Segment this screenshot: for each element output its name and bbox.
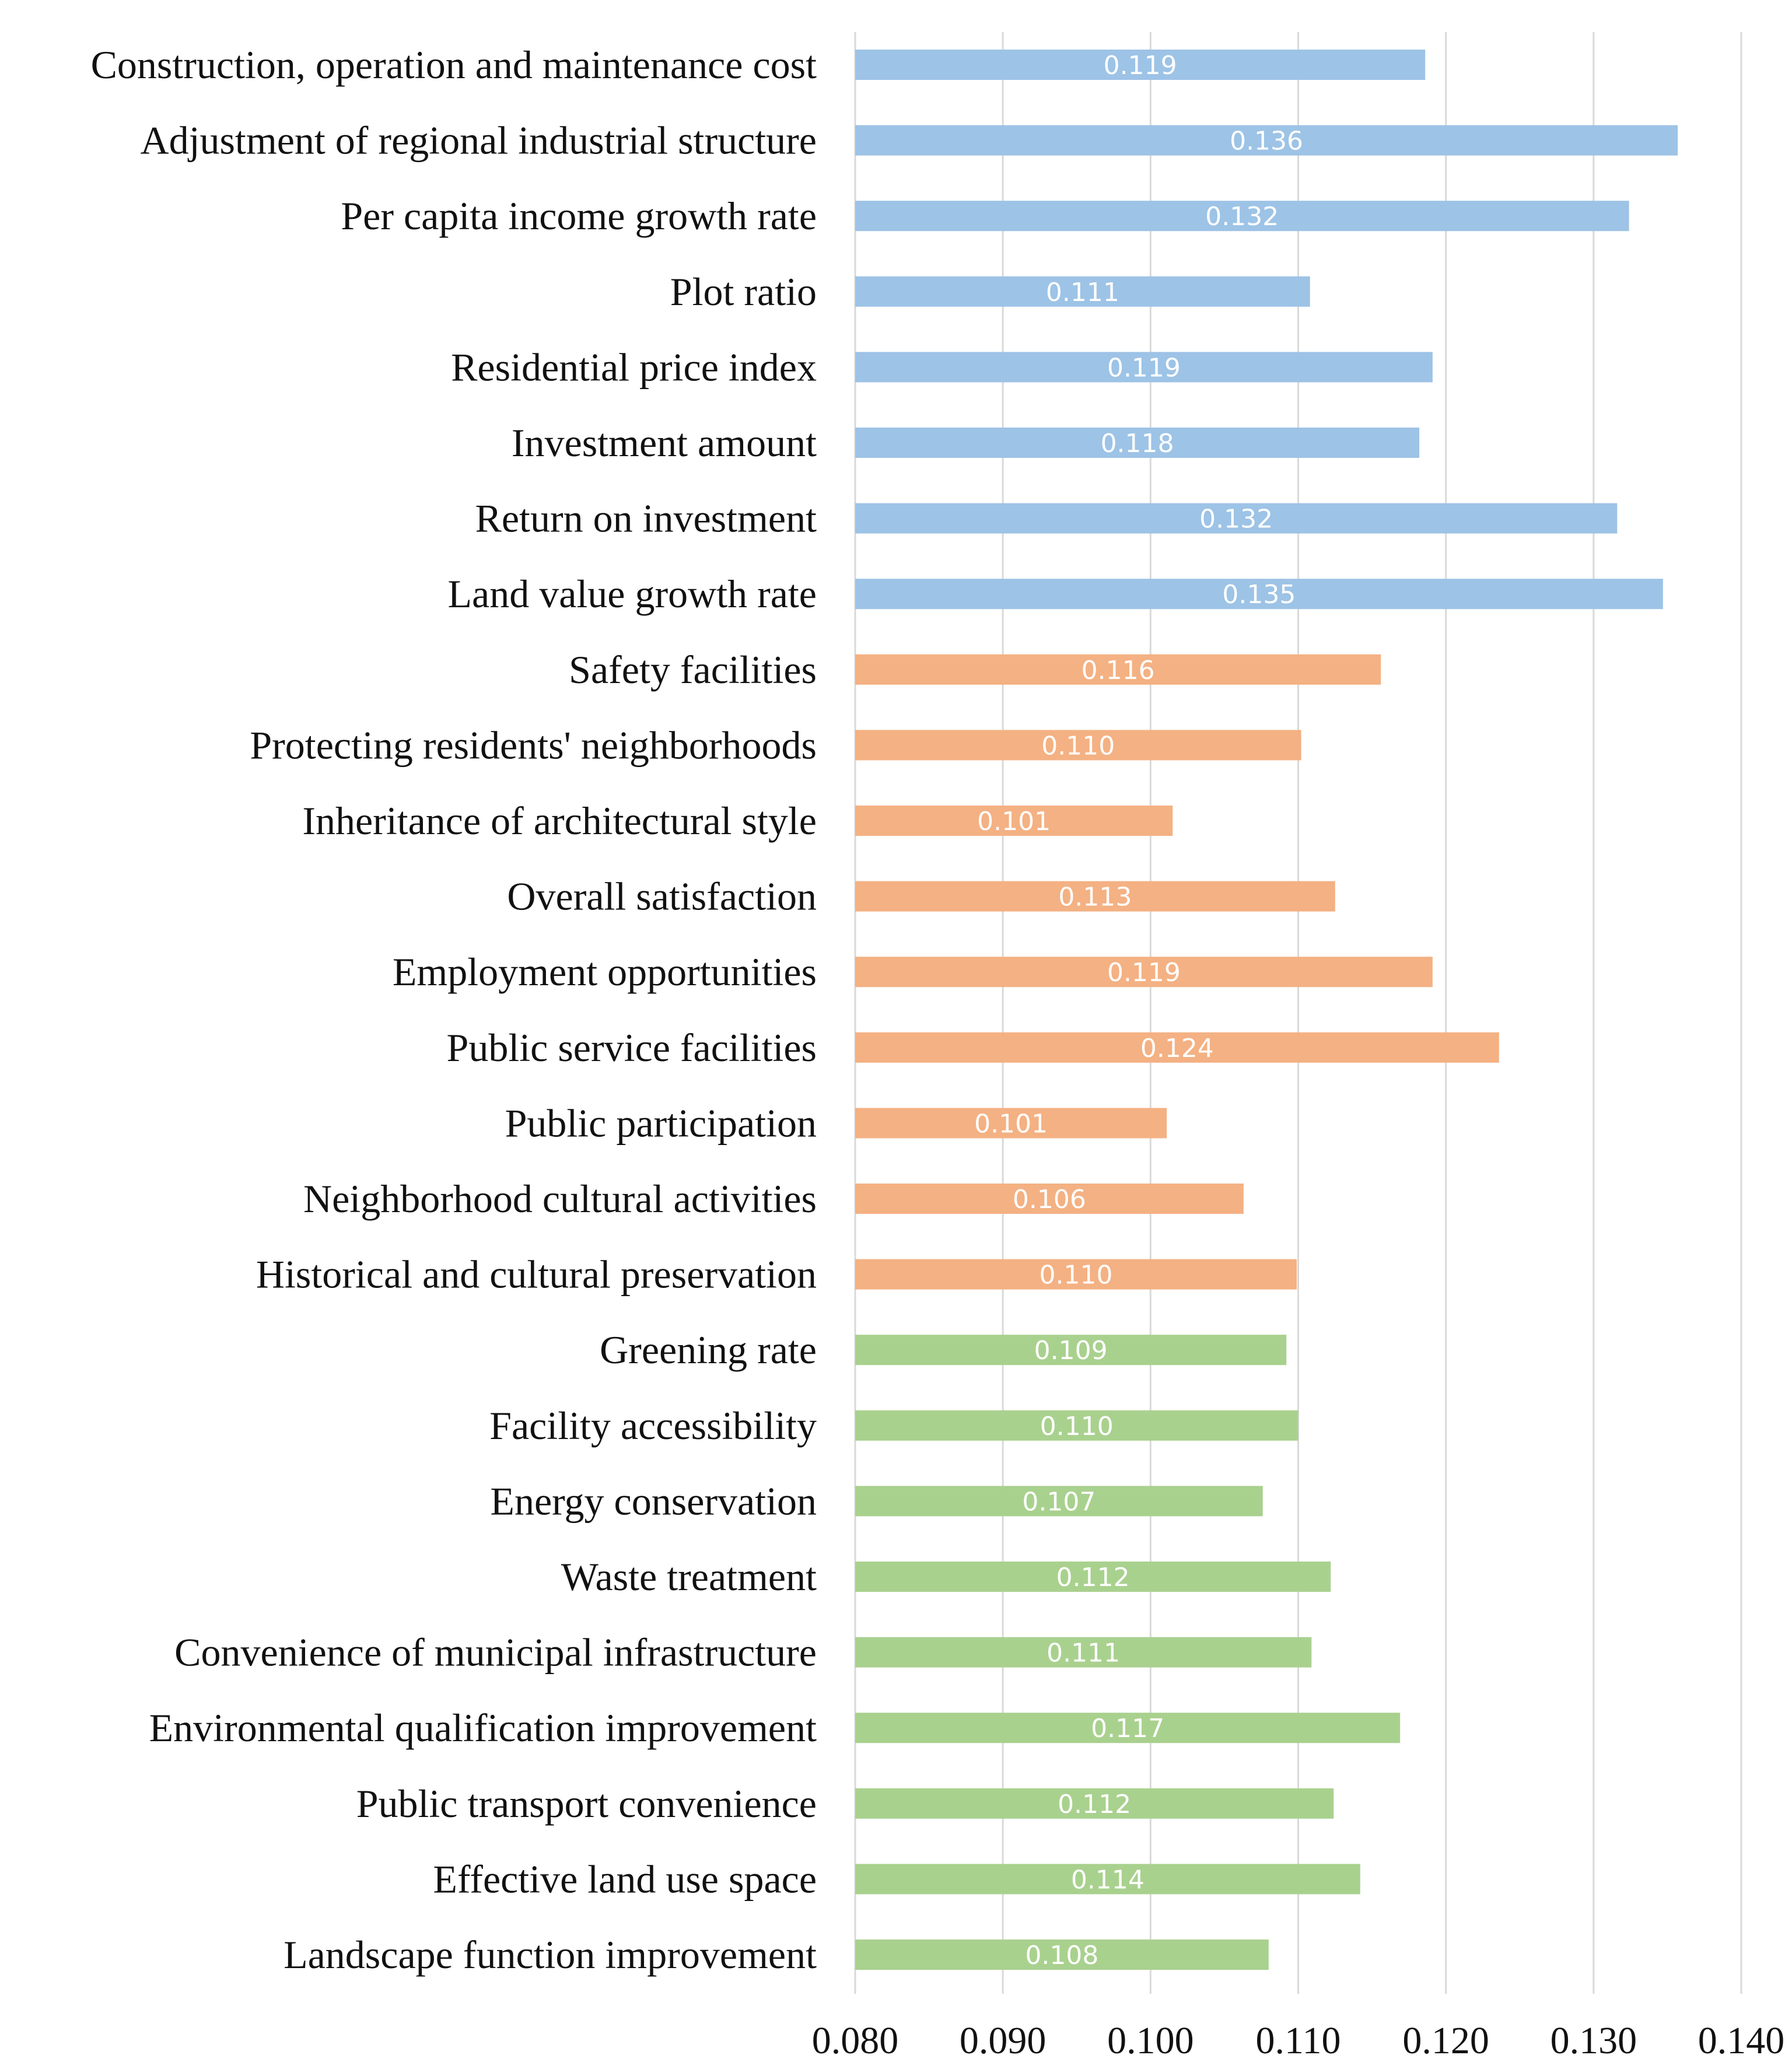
bar-value-label: 0.124 [1140,1034,1214,1063]
category-labels: Construction, operation and maintenance … [91,43,817,1977]
bar [855,957,1433,988]
category-label: Effective land use space [433,1857,817,1901]
bar [855,1486,1263,1517]
bar [855,428,1420,458]
bar-value-label: 0.116 [1082,656,1155,685]
x-tick-label: 0.130 [1550,2019,1637,2062]
category-label: Plot ratio [670,269,817,314]
bar-value-label: 0.112 [1056,1563,1130,1592]
bar [855,352,1433,383]
bar-value-label: 0.113 [1058,883,1132,912]
bar [855,1788,1334,1819]
category-label: Investment amount [512,421,817,465]
bar-value-label: 0.111 [1046,1639,1120,1668]
bar [855,1184,1244,1214]
bar [855,1032,1499,1063]
bar-value-label: 0.117 [1091,1714,1164,1744]
bar [855,1713,1401,1744]
category-label: Energy conservation [490,1479,817,1523]
bar [855,579,1663,610]
x-tick-label: 0.140 [1698,2019,1785,2062]
category-label: Construction, operation and maintenance … [91,43,817,87]
category-label: Protecting residents' neighborhoods [250,723,817,767]
bar [855,1335,1287,1366]
bar [855,276,1310,307]
bar [855,503,1618,534]
category-label: Per capita income growth rate [341,194,817,238]
bar [855,201,1629,232]
bar-value-label: 0.107 [1022,1487,1096,1517]
bar-value-label: 0.110 [1040,1412,1114,1441]
category-label: Safety facilities [569,647,817,692]
category-label: Overall satisfaction [507,874,817,919]
bar-value-label: 0.136 [1230,127,1303,156]
category-label: Employment opportunities [393,950,817,994]
bar-value-label: 0.110 [1039,1261,1112,1290]
bar [855,1410,1298,1441]
bar-value-label: 0.118 [1101,429,1174,458]
bar-value-label: 0.106 [1013,1185,1086,1214]
bar [855,1562,1331,1592]
bar-value-label: 0.119 [1107,353,1181,383]
bar-value-label: 0.119 [1107,958,1181,988]
category-label: Greening rate [600,1328,817,1372]
category-label: Facility accessibility [489,1403,817,1448]
bar [855,654,1381,685]
bar [855,730,1301,761]
x-tick-label: 0.080 [812,2019,899,2062]
category-label: Public participation [505,1101,817,1145]
category-label: Historical and cultural preservation [256,1252,817,1297]
x-axis-ticks: 0.080 0.090 0.100 0.110 0.120 0.130 0.140 [812,2019,1785,2062]
x-tick-label: 0.120 [1402,2019,1489,2062]
bar-value-label: 0.132 [1199,505,1273,534]
bar-value-label: 0.119 [1104,51,1177,80]
category-label: Public transport convenience [356,1781,817,1826]
bar-value-label: 0.109 [1034,1336,1108,1366]
bar-value-label: 0.112 [1058,1790,1131,1819]
bar-value-label: 0.132 [1205,202,1279,232]
bar-value-label: 0.135 [1222,580,1296,610]
category-label: Inheritance of architectural style [302,799,817,843]
bar-value-label: 0.111 [1046,278,1119,307]
category-label: Return on investment [475,496,817,541]
bar-value-label: 0.110 [1041,731,1115,761]
category-label: Neighborhood cultural activities [303,1177,817,1221]
bar [855,1108,1167,1139]
category-label: Waste treatment [561,1555,817,1599]
bar-value-label: 0.101 [977,807,1051,836]
bar-value-label: 0.101 [974,1109,1048,1139]
category-label: Environmental qualification improvement [149,1706,817,1750]
x-tick-label: 0.100 [1107,2019,1194,2062]
bars: 0.119 0.136 0.132 0.111 0.119 0.118 0.132 0.135… [855,50,1678,1970]
bar [855,1637,1312,1668]
category-label: Public service facilities [447,1025,817,1070]
bar [855,1864,1360,1895]
category-label: Convenience of municipal infrastructure [174,1630,817,1675]
category-label: Land value growth rate [447,572,817,616]
bar [855,1940,1269,1970]
x-tick-label: 0.110 [1255,2019,1340,2062]
bar [855,881,1335,912]
bar [855,125,1678,156]
bar-value-label: 0.114 [1071,1865,1144,1895]
category-label: Residential price index [451,345,817,389]
x-tick-label: 0.090 [960,2019,1046,2062]
category-label: Adjustment of regional industrial struct… [140,118,817,163]
bar [855,1259,1297,1290]
bar-value-label: 0.108 [1025,1941,1098,1970]
category-label: Landscape function improvement [284,1933,817,1977]
bar [855,806,1173,836]
bar [855,50,1426,80]
gridlines [854,32,1742,1994]
